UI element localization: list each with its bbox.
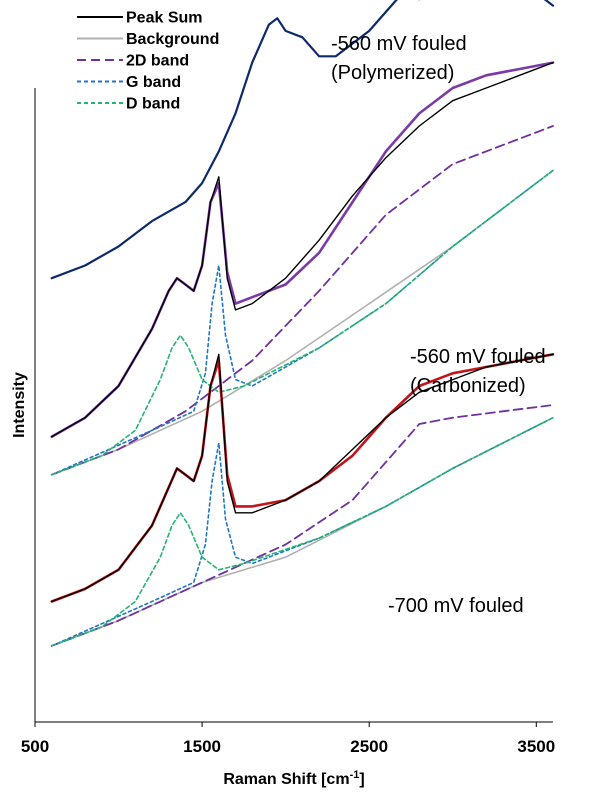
carbonized-peak-sum-line bbox=[51, 61, 554, 438]
legend-label-2d-band: 2D band bbox=[126, 53, 189, 70]
carbonized-background-line bbox=[50, 169, 554, 476]
y-axis-title: Intensity bbox=[11, 372, 28, 438]
legend-label-background: Background bbox=[126, 31, 219, 48]
v700-d-band-line bbox=[50, 416, 554, 647]
carbonized-g-band-line bbox=[50, 169, 554, 476]
annotations: -560 mV fouled (Polymerized) -560 mV foule… bbox=[331, 33, 546, 617]
x-axis-title-end: ] bbox=[359, 771, 364, 788]
annotation-polymerized-line-2: (Polymerized) bbox=[331, 62, 454, 84]
carbonized-d-band-line bbox=[50, 169, 554, 476]
plot-lines bbox=[50, 0, 555, 647]
v700-peak-sum-line bbox=[51, 353, 554, 603]
v700-2d-band-line bbox=[50, 404, 554, 647]
x-tick-label-2500: 2500 bbox=[350, 737, 388, 756]
annotation-carbonized-line-2: (Carbonized) bbox=[410, 375, 526, 397]
carbonized-2d-band-line bbox=[50, 125, 554, 476]
x-ticks: 500 1500 2500 3500 bbox=[21, 722, 555, 756]
axes bbox=[34, 88, 553, 723]
legend-label-peak-sum: Peak Sum bbox=[126, 10, 202, 27]
x-axis-title: Raman Shift [cm-1] bbox=[223, 769, 364, 788]
x-tick-label-500: 500 bbox=[21, 737, 49, 756]
x-axis-title-superscript: -1 bbox=[350, 769, 360, 781]
legend-label-d-band: D band bbox=[126, 96, 180, 113]
polymerized-data-line bbox=[50, 0, 555, 280]
x-tick-label-1500: 1500 bbox=[183, 737, 221, 756]
annotation-polymerized-line-1: -560 mV fouled bbox=[331, 33, 467, 55]
x-tick-label-3500: 3500 bbox=[517, 737, 555, 756]
legend: Peak Sum Background 2D band G band D band bbox=[77, 10, 219, 113]
legend-label-g-band: G band bbox=[126, 74, 181, 91]
annotation-700mv-line-1: -700 mV fouled bbox=[388, 595, 524, 617]
annotation-carbonized-line-1: -560 mV fouled bbox=[410, 346, 546, 368]
